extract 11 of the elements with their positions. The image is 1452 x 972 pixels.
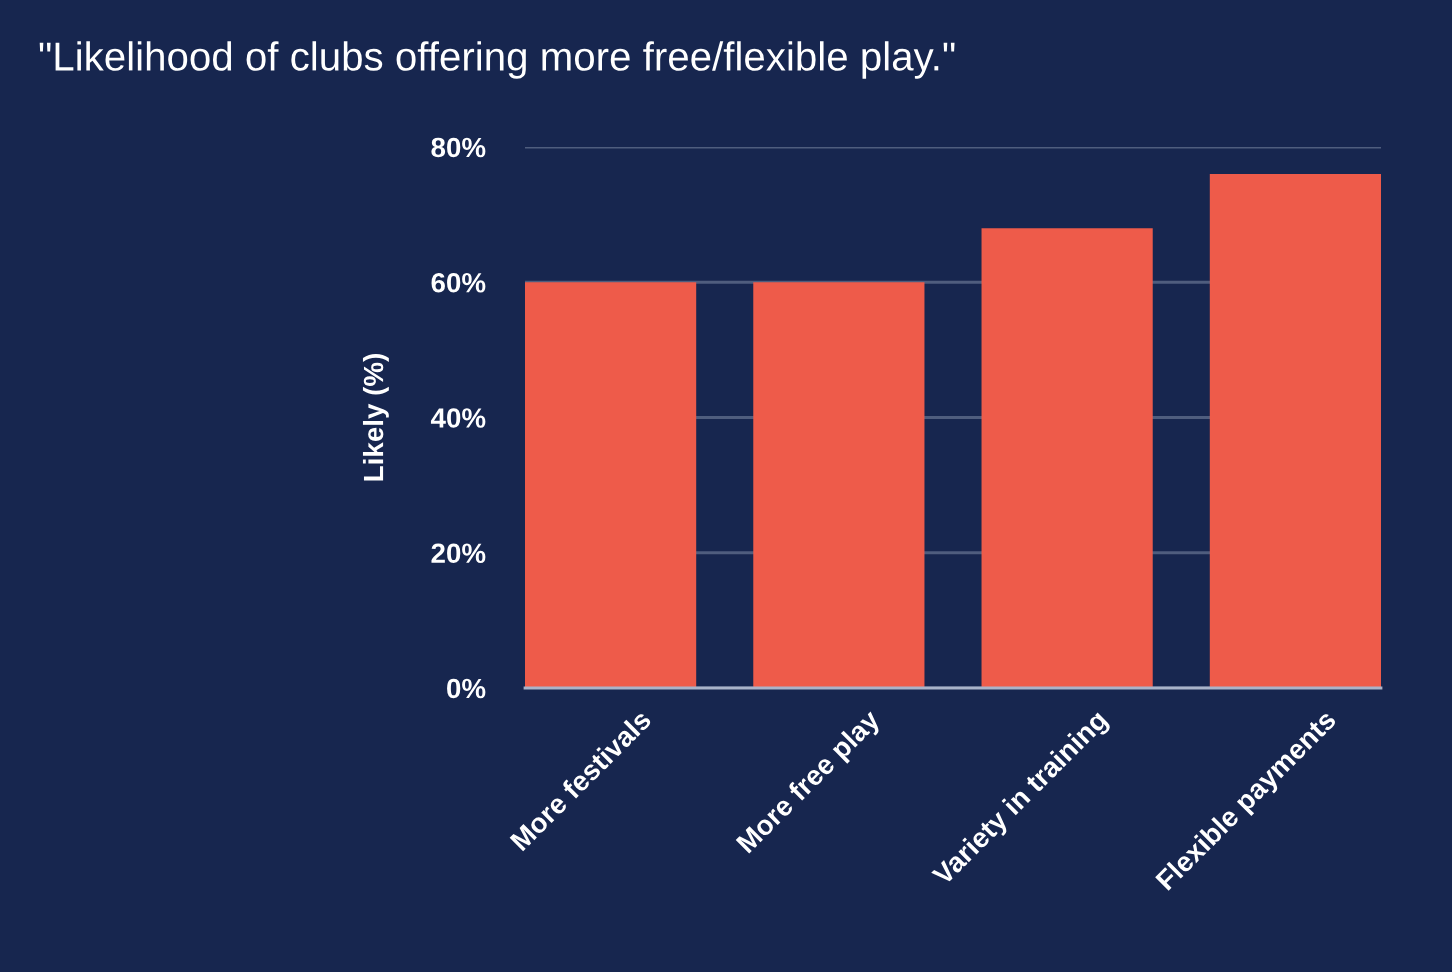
chart-title: "Likelihood of clubs offering more free/flexible play." — [39, 41, 955, 79]
y-tick-label: 0% — [447, 678, 486, 699]
y-tick-label: 60% — [431, 272, 486, 293]
bar — [753, 282, 925, 688]
y-tick-label: 40% — [430, 408, 486, 428]
bar — [981, 228, 1153, 688]
y-axis-title: Likely (%) — [362, 354, 389, 481]
y-tick-label: 20% — [431, 543, 486, 564]
bar — [525, 282, 697, 688]
bar — [1209, 174, 1381, 688]
y-tick-label: 80% — [431, 137, 486, 158]
